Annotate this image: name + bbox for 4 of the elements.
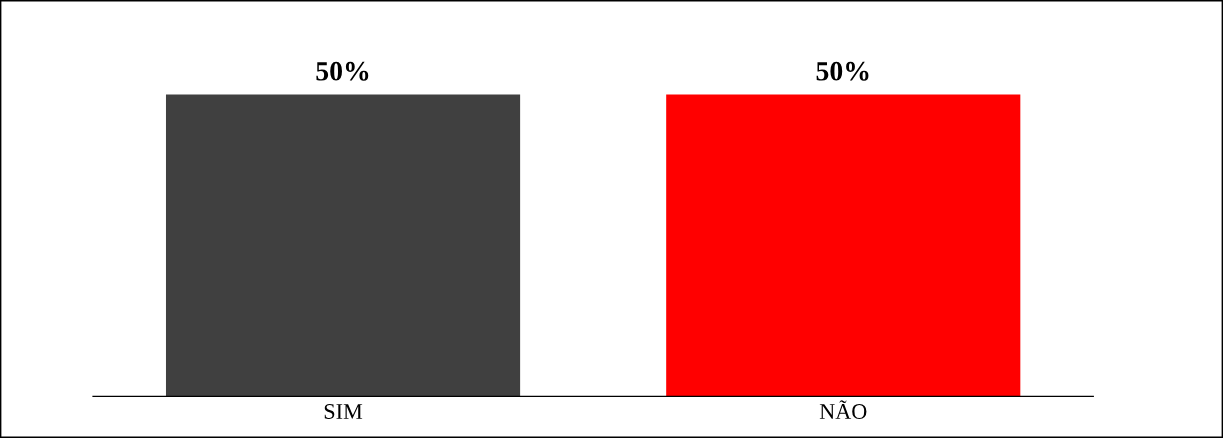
data-label: 50% <box>816 61 869 81</box>
x-tick-label: SIM <box>324 404 363 419</box>
x-tick-label: NÃO <box>819 400 867 419</box>
data-label: 50% <box>316 61 369 81</box>
